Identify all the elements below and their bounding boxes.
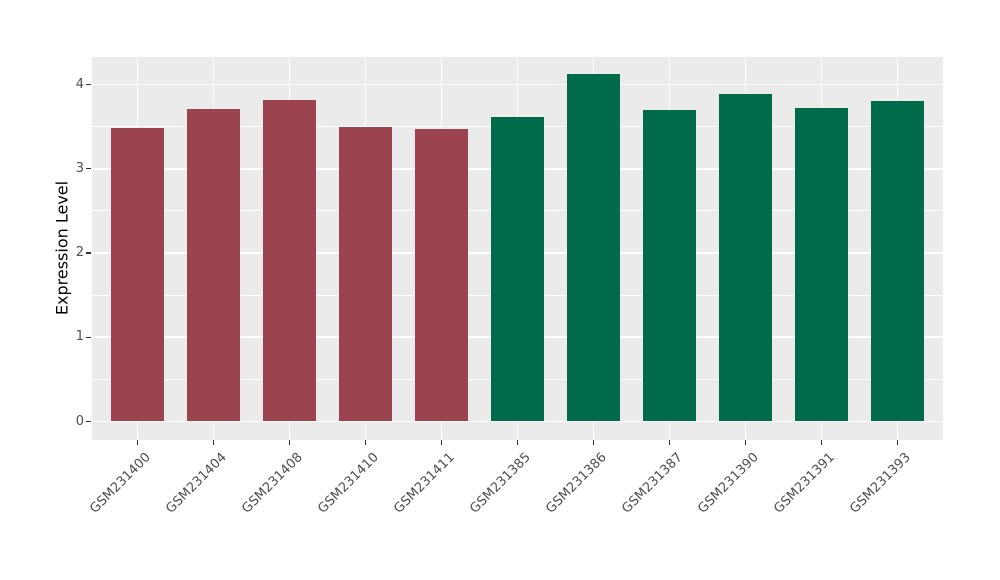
x-tick-label-GSM231393: GSM231393 [847, 450, 914, 517]
x-tick-mark [364, 440, 367, 445]
y-tick-label: 1 [75, 329, 84, 345]
bar-GSM231411 [414, 129, 468, 422]
bar-GSM231387 [642, 109, 696, 422]
x-tick-mark [516, 440, 519, 445]
x-tick-label-GSM231391: GSM231391 [771, 450, 838, 517]
x-tick-label-GSM231404: GSM231404 [163, 450, 231, 517]
plot-panel [92, 57, 943, 440]
y-tick-mark [86, 336, 91, 338]
x-tick-label-GSM231386: GSM231386 [543, 450, 611, 517]
x-tick-mark [820, 440, 822, 445]
x-tick-mark [136, 440, 139, 445]
bar-GSM231393 [870, 101, 924, 422]
y-tick-mark [86, 83, 91, 86]
y-tick-label: 2 [75, 245, 84, 260]
bar-GSM231385 [490, 117, 544, 422]
x-tick-label-GSM231408: GSM231408 [239, 450, 307, 517]
bar-GSM231410 [339, 127, 392, 422]
bar-GSM231400 [111, 128, 165, 422]
x-tick-mark [668, 440, 670, 445]
x-tick-label-GSM231400: GSM231400 [87, 450, 155, 517]
y-tick-label: 4 [75, 76, 84, 92]
y-tick-mark [86, 168, 91, 170]
y-tick-label: 3 [75, 160, 84, 176]
bar-GSM231390 [718, 93, 772, 422]
x-tick-label-GSM231411: GSM231411 [391, 450, 459, 517]
bar-GSM231404 [187, 108, 241, 422]
bar-GSM231391 [794, 108, 848, 422]
x-tick-label-GSM231387: GSM231387 [619, 450, 687, 517]
x-tick-label-GSM231410: GSM231410 [315, 450, 383, 517]
y-tick-mark [86, 252, 91, 254]
x-tick-mark [592, 440, 595, 445]
y-tick-label: 0 [75, 413, 84, 429]
x-tick-mark [212, 440, 215, 445]
x-tick-mark [288, 440, 291, 445]
x-tick-label-GSM231385: GSM231385 [467, 450, 535, 517]
y-tick-mark [86, 420, 91, 423]
x-tick-label-GSM231390: GSM231390 [695, 450, 762, 517]
bar-GSM231408 [263, 99, 317, 422]
bar-GSM231386 [566, 74, 620, 422]
x-tick-mark [744, 440, 746, 445]
x-tick-mark [896, 440, 898, 445]
x-tick-mark [440, 440, 443, 445]
